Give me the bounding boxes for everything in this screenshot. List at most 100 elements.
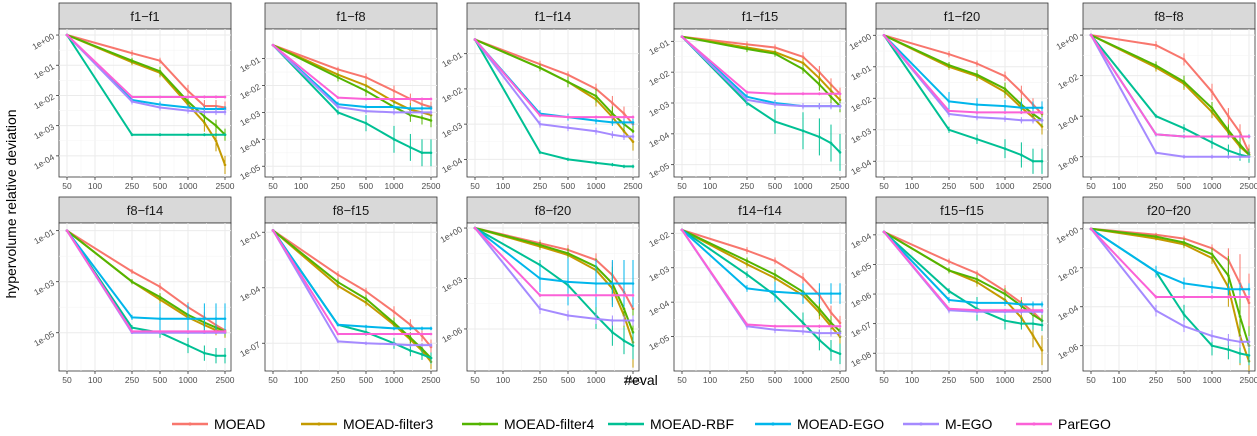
data-point	[622, 339, 626, 343]
data-point	[1020, 119, 1023, 122]
data-point	[364, 76, 368, 79]
legend-label: ParEGO	[1058, 416, 1111, 432]
data-point	[631, 115, 635, 119]
panel-strip	[58, 2, 232, 30]
data-point	[130, 280, 134, 283]
data-point	[420, 97, 424, 101]
y-tick-label: 1e-04	[647, 298, 671, 318]
x-tick-label: 100	[905, 375, 919, 385]
data-point	[745, 95, 749, 99]
y-tick-label: 1e-08	[849, 349, 873, 369]
data-point	[1247, 354, 1251, 357]
data-point	[158, 103, 162, 106]
data-point	[1031, 322, 1035, 325]
data-point	[392, 97, 396, 101]
data-point	[838, 352, 842, 356]
data-point	[594, 94, 598, 98]
panel-strip	[264, 2, 438, 30]
data-point	[1182, 155, 1186, 159]
data-point	[745, 47, 749, 51]
data-point	[1238, 287, 1242, 291]
data-point	[829, 349, 833, 352]
data-point	[203, 330, 206, 333]
x-tick-label: 100	[496, 181, 510, 191]
data-point	[611, 294, 614, 297]
data-point	[409, 332, 412, 336]
data-point	[1182, 241, 1186, 244]
data-point	[1031, 111, 1035, 114]
x-tick-label: 250	[331, 375, 345, 385]
legend-swatch-point	[919, 422, 923, 426]
chart-panel: f20−f20 1e+00 1e-02 1e-04 1e-06 50 100 250 500 10…	[1054, 196, 1257, 385]
panel-title: f8−f20	[535, 203, 572, 218]
data-point	[745, 249, 749, 252]
x-tick-label: 1000	[794, 181, 813, 191]
data-point	[1182, 324, 1186, 328]
data-point	[818, 135, 821, 139]
y-tick-label: 1e+00	[1054, 31, 1080, 52]
series-m-ego	[1089, 227, 1251, 348]
data-point	[566, 158, 570, 161]
series-parego	[680, 228, 842, 328]
y-tick-label: 1e-03	[32, 122, 56, 142]
y-tick-label: 1e-03	[238, 108, 262, 128]
data-point	[1182, 127, 1186, 130]
data-point	[1238, 352, 1242, 355]
data-point	[1227, 149, 1230, 152]
data-point	[594, 317, 598, 321]
data-point	[186, 89, 190, 93]
data-point	[420, 343, 424, 347]
data-point	[538, 114, 542, 117]
data-point	[1182, 313, 1186, 316]
x-tick-label: 1000	[996, 375, 1015, 385]
data-point	[947, 112, 951, 116]
data-point	[631, 282, 635, 285]
data-point	[631, 135, 635, 138]
data-point	[214, 95, 218, 99]
data-point	[622, 135, 626, 138]
y-tick-label: 1e-01	[32, 61, 56, 81]
x-tick-label: 100	[88, 375, 102, 385]
data-point	[1040, 303, 1044, 306]
y-tick-label: 1e-05	[849, 260, 873, 280]
data-point	[1003, 319, 1007, 322]
x-tick-label: 100	[294, 375, 308, 385]
x-tick-label: 250	[1149, 181, 1163, 191]
data-point	[409, 97, 412, 101]
data-point	[130, 326, 134, 329]
data-point	[818, 92, 821, 96]
series-m-ego	[680, 228, 842, 337]
data-point	[364, 297, 368, 301]
data-point	[409, 349, 412, 352]
data-point	[801, 55, 805, 59]
legend-swatch-point	[1032, 422, 1036, 426]
data-point	[364, 121, 368, 125]
x-tick-label: 2500	[1033, 181, 1052, 191]
legend-swatch-point	[188, 422, 192, 426]
data-point	[336, 76, 340, 79]
y-tick-label: 1e-02	[238, 81, 262, 101]
data-point	[594, 129, 598, 133]
data-point	[801, 324, 805, 328]
x-tick-label: 500	[153, 181, 167, 191]
chart-panel: f8−f8 1e+00 1e-02 1e-04 1e-06 50 100 250 500 1000…	[1054, 2, 1257, 191]
data-point	[364, 89, 368, 93]
data-point	[947, 52, 951, 56]
data-point	[214, 317, 218, 320]
data-point	[429, 119, 433, 122]
data-point	[947, 100, 951, 103]
data-point	[1020, 322, 1023, 325]
data-point	[186, 133, 190, 137]
data-point	[1031, 303, 1035, 306]
series-moead-ego	[473, 226, 635, 308]
x-tick-label: 100	[703, 375, 717, 385]
data-point	[566, 115, 570, 119]
data-point	[223, 317, 227, 320]
chart-panel: f1−f8 1e-01 1e-02 1e-03 1e-04 1e-05 50 100 250 50…	[238, 2, 441, 191]
data-point	[1227, 295, 1230, 299]
data-point	[1154, 295, 1158, 299]
data-point	[473, 38, 477, 41]
x-tick-label: 500	[359, 181, 373, 191]
data-point	[1003, 301, 1007, 305]
